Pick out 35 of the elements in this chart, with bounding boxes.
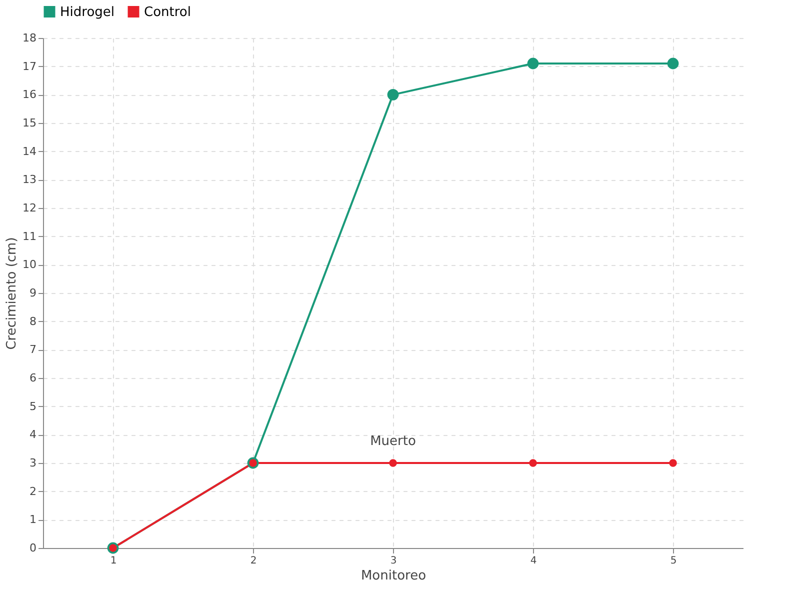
y-tick-label: 12 (22, 202, 36, 214)
y-tick-label: 8 (30, 314, 36, 328)
y-tick-label: 16 (22, 88, 36, 102)
point (387, 88, 399, 100)
x-tick-label: 3 (390, 556, 397, 566)
point (389, 459, 397, 467)
y-tick-label: 11 (22, 230, 36, 243)
annotation: Muerto (370, 434, 416, 449)
y-tick-label: 0 (30, 542, 36, 554)
y-tick-label: 5 (30, 400, 36, 413)
x-tick-label: 2 (250, 556, 257, 566)
y-tick-label: 18 (22, 32, 36, 44)
y-tick-label: 14 (22, 144, 36, 158)
y-tick-label: 17 (22, 60, 36, 73)
x-axis-title: Monitoreo (360, 568, 426, 584)
legend-label: Control (144, 4, 191, 20)
y-tick-label: 6 (30, 372, 36, 384)
y-tick-label: 13 (22, 173, 36, 186)
y-tick-label: 1 (30, 513, 36, 526)
point (527, 58, 539, 70)
y-tick-label: 10 (22, 258, 36, 272)
y-tick-label: 2 (30, 484, 36, 498)
point (667, 58, 679, 70)
point (669, 459, 677, 467)
y-tick-label: 15 (22, 116, 36, 130)
y-tick-label: 9 (30, 286, 36, 300)
x-tick-label: 4 (530, 556, 537, 566)
x-tick-label: 1 (110, 556, 117, 566)
y-tick-label: 7 (30, 343, 36, 356)
legend-label: Hidrogel (60, 4, 115, 20)
y-tick-label: 3 (30, 456, 36, 470)
y-axis-title: Crecimiento (cm) (4, 237, 20, 350)
point (529, 459, 537, 467)
x-tick-label: 5 (670, 556, 677, 566)
y-tick-label: 4 (30, 428, 36, 442)
